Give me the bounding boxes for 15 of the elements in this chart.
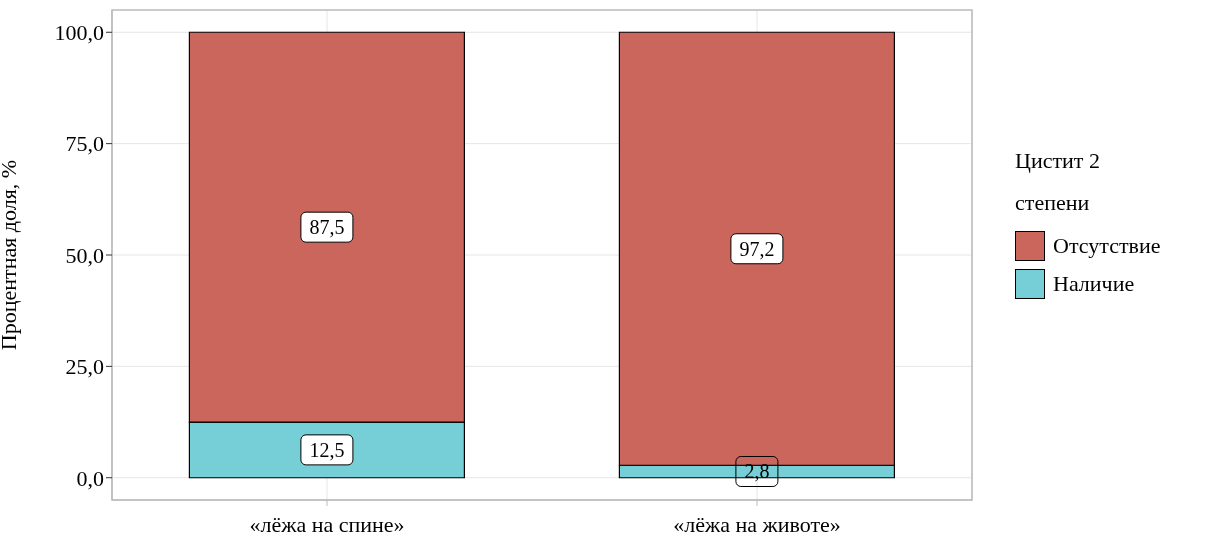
x-tick-label: «лёжа на спине»	[249, 511, 405, 537]
legend-label: Наличие	[1053, 271, 1135, 297]
y-tick-label: 75,0	[65, 131, 104, 157]
data-label: 97,2	[739, 237, 775, 260]
y-axis-title: Процентная доля, %	[0, 159, 21, 351]
y-tick-label: 25,0	[65, 354, 104, 380]
y-tick-label: 100,0	[54, 20, 104, 46]
data-label: 87,5	[309, 216, 345, 239]
y-tick-label: 50,0	[65, 242, 104, 268]
data-label: 12,5	[309, 438, 345, 461]
y-tick-label: 0,0	[76, 465, 104, 491]
legend-title: Цистит 2 степени	[1015, 147, 1101, 217]
x-tick-label: «лёжа на животе»	[673, 511, 841, 537]
legend-label: Отсутствие	[1053, 233, 1161, 259]
data-label: 2,8	[744, 460, 770, 483]
